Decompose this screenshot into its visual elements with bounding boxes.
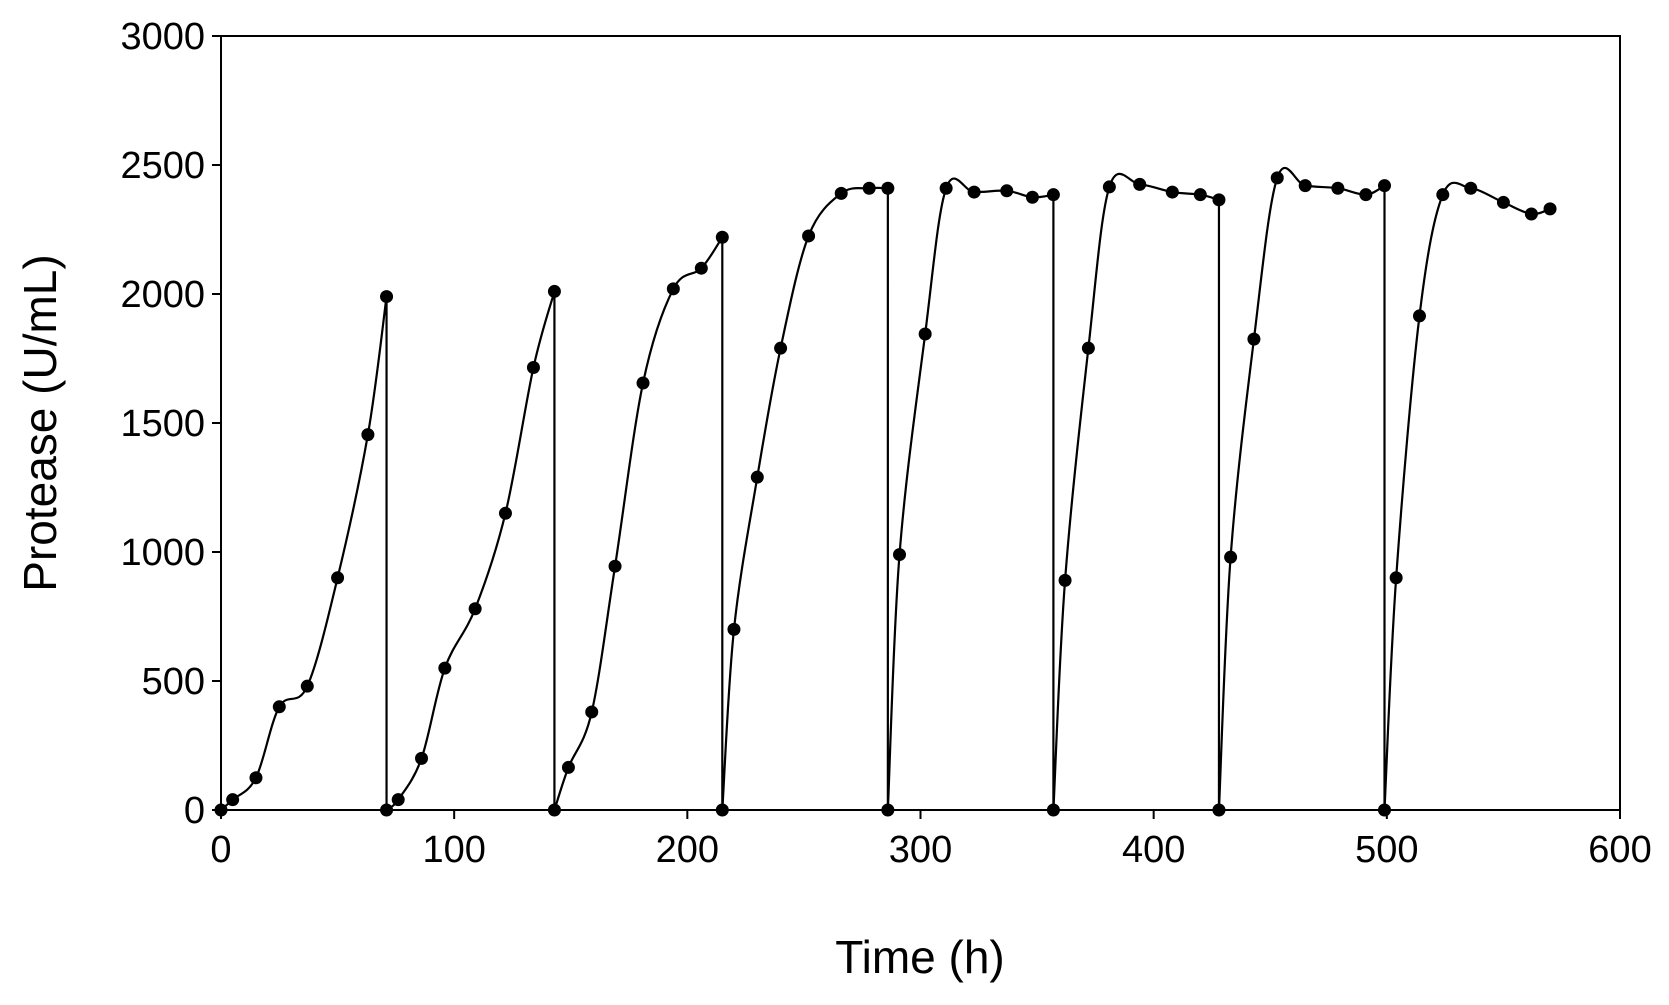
- data-point: [300, 679, 314, 693]
- data-point: [561, 760, 575, 774]
- data-point: [585, 705, 599, 719]
- series-line: [220, 167, 1551, 812]
- data-point: [1247, 332, 1261, 346]
- data-point: [1102, 180, 1116, 194]
- data-point: [1270, 171, 1284, 185]
- data-point: [774, 341, 788, 355]
- data-point: [391, 793, 405, 807]
- data-point: [608, 559, 622, 573]
- data-point: [214, 803, 228, 817]
- x-tick-label: 0: [210, 829, 231, 871]
- data-point: [1046, 803, 1060, 817]
- data-point: [1464, 181, 1478, 195]
- y-tick-label: 2000: [120, 274, 205, 316]
- data-point: [380, 803, 394, 817]
- data-point: [1298, 179, 1312, 193]
- data-point: [1436, 188, 1450, 202]
- data-point: [1165, 185, 1179, 199]
- data-point: [1378, 179, 1392, 193]
- data-point: [1331, 181, 1345, 195]
- data-point: [881, 181, 895, 195]
- data-point: [547, 803, 561, 817]
- x-axis-title: Time (h): [835, 931, 1005, 983]
- data-point: [249, 771, 263, 785]
- data-point: [498, 506, 512, 520]
- data-point: [636, 376, 650, 390]
- data-point: [715, 230, 729, 244]
- data-point: [468, 602, 482, 616]
- data-point: [1212, 803, 1226, 817]
- y-tick-label: 1000: [120, 532, 205, 574]
- data-point: [1025, 190, 1039, 204]
- data-point: [438, 661, 452, 675]
- data-point: [1081, 341, 1095, 355]
- data-point: [415, 751, 429, 765]
- x-tick-label: 400: [1122, 829, 1185, 871]
- data-point: [331, 571, 345, 585]
- data-point: [834, 186, 848, 200]
- data-point: [939, 181, 953, 195]
- data-point: [380, 290, 394, 304]
- data-point: [1524, 207, 1538, 221]
- data-point: [694, 261, 708, 275]
- x-tick-label: 200: [656, 829, 719, 871]
- data-point: [893, 548, 907, 562]
- data-point: [802, 229, 816, 243]
- data-point: [967, 185, 981, 199]
- x-tick-label: 300: [889, 829, 952, 871]
- data-point: [361, 428, 375, 442]
- data-point: [715, 803, 729, 817]
- data-point: [1543, 202, 1557, 216]
- plot-frame: [220, 35, 1621, 811]
- data-points: [214, 171, 1557, 817]
- data-point: [1133, 177, 1147, 191]
- y-tick-label: 3000: [120, 16, 205, 58]
- data-point: [547, 284, 561, 298]
- data-point: [918, 327, 932, 341]
- y-tick-label: 500: [142, 661, 205, 703]
- data-point: [1212, 193, 1226, 207]
- data-point: [1000, 184, 1014, 198]
- x-tick-label: 100: [422, 829, 485, 871]
- data-point: [1193, 188, 1207, 202]
- data-point: [1412, 309, 1426, 323]
- data-point: [1389, 571, 1403, 585]
- x-tick-label: 500: [1355, 829, 1418, 871]
- data-point: [1224, 550, 1238, 564]
- y-axis-title: Protease (U/mL): [14, 254, 66, 591]
- y-tick-label: 2500: [120, 145, 205, 187]
- data-point: [1359, 188, 1373, 202]
- data-point: [1058, 573, 1072, 587]
- data-point: [1378, 803, 1392, 817]
- data-point: [272, 700, 286, 714]
- data-point: [727, 622, 741, 636]
- y-tick-label: 1500: [120, 403, 205, 445]
- data-point: [1046, 188, 1060, 202]
- data-point: [666, 282, 680, 296]
- data-point: [1496, 195, 1510, 209]
- data-point: [750, 470, 764, 484]
- data-point: [862, 181, 876, 195]
- x-tick-label: 600: [1588, 829, 1651, 871]
- x-axis-ticks: 0 100 200 300 400 500 600: [210, 810, 1652, 871]
- y-tick-label: 0: [184, 790, 205, 832]
- data-point: [526, 361, 540, 375]
- y-axis-ticks: 0 500 1000 1500 2000 2500 3000: [120, 16, 221, 832]
- data-point: [881, 803, 895, 817]
- data-point: [226, 793, 240, 807]
